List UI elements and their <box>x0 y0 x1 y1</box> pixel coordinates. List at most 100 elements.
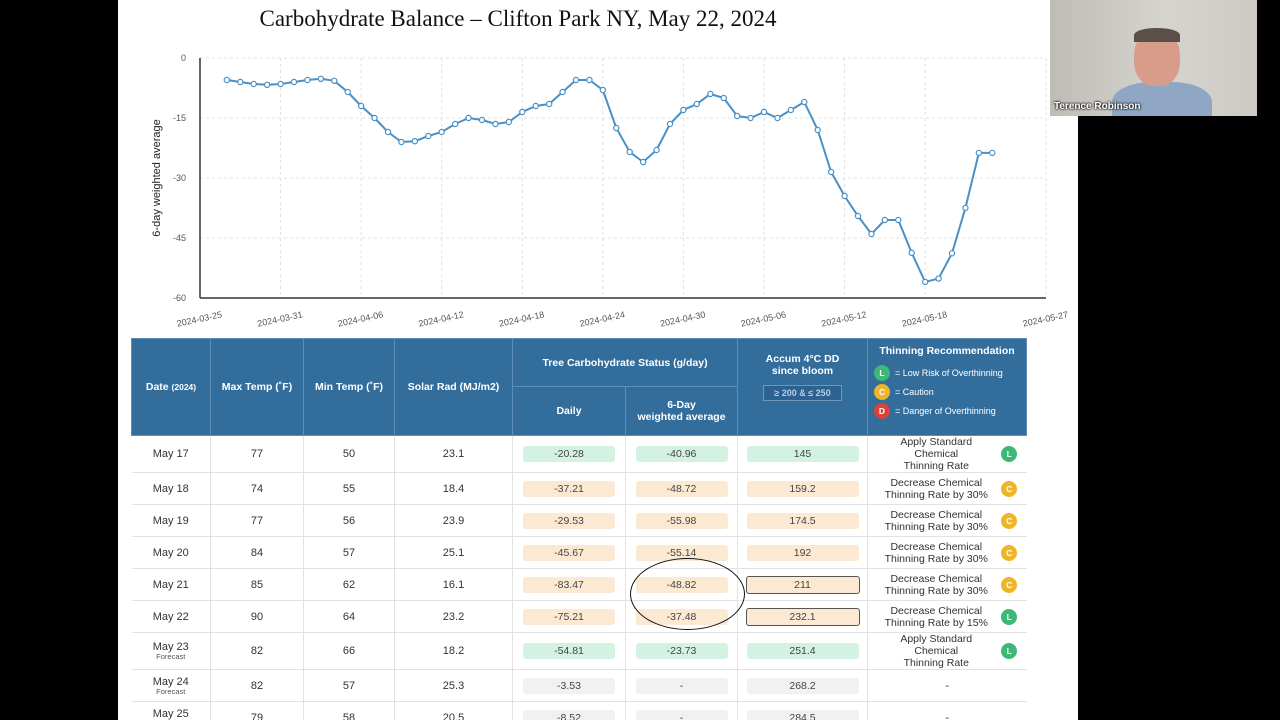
data-point <box>519 108 526 116</box>
data-point <box>586 76 593 84</box>
cell-solar-rad: 18.2 <box>394 632 513 670</box>
y-tick-label: 0 <box>181 53 186 63</box>
data-point <box>720 94 727 102</box>
data-point <box>666 120 674 128</box>
weighted-average-value: -55.98 <box>635 512 728 529</box>
cell-max-temp: 84 <box>210 536 304 569</box>
cell-recommendation: Decrease Chemical Thinning Rate by 30% C <box>867 504 1027 537</box>
slide-title: Carbohydrate Balance – Clifton Park NY, … <box>259 6 777 31</box>
data-point <box>962 204 969 212</box>
data-point <box>411 137 419 145</box>
cell-date: May 21 <box>131 568 211 601</box>
header-max-temp: Max Temp (˚F) <box>210 338 304 436</box>
data-point <box>989 149 996 157</box>
cell-daily: -83.47 <box>512 568 626 601</box>
legend-item: D = Danger of Overthinning <box>874 403 1026 419</box>
data-point <box>921 278 929 286</box>
risk-badge-icon: C <box>1001 576 1018 593</box>
cell-daily: -29.53 <box>512 504 626 537</box>
weighted-average-value: -55.14 <box>635 544 728 561</box>
table-row: May 23 Forecast 82 66 18.2 -54.81 -23.73 251.4 A… <box>131 632 1027 670</box>
speaker-body <box>1112 82 1212 116</box>
video-thumbnail[interactable]: Terence Robinson <box>1050 0 1257 116</box>
header-date: Date (2024) <box>131 338 211 436</box>
accum-dd-value: 211 <box>745 575 860 594</box>
cell-accum-dd: 192 <box>737 536 868 569</box>
cell-accum-dd: 174.5 <box>737 504 868 537</box>
data-point <box>465 114 472 122</box>
data-point <box>478 116 486 124</box>
cell-daily: -3.53 <box>512 669 626 702</box>
table-row: May 22 90 64 23.2 -75.21 -37.48 232.1 Decrease … <box>131 600 1027 633</box>
cell-solar-rad: 16.1 <box>394 568 513 601</box>
cell-date: May 23 Forecast <box>131 632 211 670</box>
table-row: May 25Forecast795820.5-8.52-284.5- <box>131 701 1027 720</box>
cell-solar-rad: 23.9 <box>394 504 513 537</box>
weighted-average-value: -48.82 <box>635 576 728 593</box>
data-point <box>801 98 808 106</box>
accum-dd-value: 268.2 <box>746 677 859 694</box>
line-chart: 0 -15 -30 -45 -60 2024-03-25 2024-03-31 2024-04… <box>138 45 1078 335</box>
cell-daily: -75.21 <box>512 600 626 633</box>
accum-dd-value: 159.2 <box>746 480 859 497</box>
data-point <box>868 230 875 238</box>
data-point <box>653 146 660 154</box>
risk-badge-icon: C <box>1001 544 1018 561</box>
cell-recommendation: - <box>867 701 1027 720</box>
cell-min-temp: 57 <box>303 669 395 702</box>
data-point <box>505 118 513 126</box>
daily-value: -37.21 <box>523 480 615 497</box>
header-thinning: Thinning Recommendation L = Low Risk of O… <box>867 338 1027 436</box>
risk-badge-icon: C <box>1001 512 1018 529</box>
header-tree-status: Tree Carbohydrate Status (g/day) <box>512 338 738 387</box>
cell-min-temp: 66 <box>303 632 395 670</box>
data-point <box>572 76 580 84</box>
weighted-average-value: -37.48 <box>635 608 728 625</box>
daily-value: -8.52 <box>523 709 615 720</box>
participant-name: Terence Robinson <box>1054 101 1141 112</box>
daily-value: -29.53 <box>523 512 615 529</box>
accum-dd-value: 284.5 <box>746 709 859 720</box>
data-point <box>975 149 983 157</box>
thinning-legend: L = Low Risk of Overthinning C = Caution D = … <box>868 365 1026 419</box>
x-tick-label: 2024-03-25 <box>176 309 223 328</box>
data-point <box>371 114 378 122</box>
cell-min-temp: 56 <box>303 504 395 537</box>
table-row: May 18 74 55 18.4 -37.21 -48.72 159.2 Decrease … <box>131 472 1027 505</box>
data-point <box>881 216 889 224</box>
y-axis-label: 6-day weighted average <box>151 119 163 236</box>
accum-dd-value: 232.1 <box>745 607 860 626</box>
cell-weighted-average: - <box>625 669 738 702</box>
cell-max-temp: 79 <box>210 701 304 720</box>
cell-recommendation: Decrease Chemical Thinning Rate by 30% C <box>867 568 1027 601</box>
data-point <box>290 78 298 86</box>
accum-dd-value: 145 <box>746 446 859 462</box>
risk-badge-icon: L <box>1001 643 1018 659</box>
cell-max-temp: 90 <box>210 600 304 633</box>
accum-dd-value: 192 <box>746 544 859 561</box>
data-point <box>384 128 392 136</box>
cell-weighted-average: -40.96 <box>625 435 738 473</box>
cell-max-temp: 77 <box>210 435 304 473</box>
x-tick-label: 2024-04-30 <box>659 309 706 328</box>
x-tick-label: 2024-05-12 <box>820 309 867 328</box>
data-point <box>626 148 633 156</box>
x-tick-label: 2024-03-31 <box>256 309 303 328</box>
y-tick-label: -15 <box>173 113 186 123</box>
data-point <box>895 216 902 224</box>
data-point <box>908 249 915 257</box>
cell-max-temp: 74 <box>210 472 304 505</box>
accum-range-box: ≥ 200 & ≤ 250 <box>763 385 842 401</box>
daily-value: -20.28 <box>523 446 615 462</box>
cell-min-temp: 50 <box>303 435 395 473</box>
weighted-average-value: -23.73 <box>635 643 728 659</box>
data-point <box>613 124 620 132</box>
data-point <box>680 106 687 114</box>
table-row: May 17 77 50 23.1 -20.28 -40.96 145 Apply Stand… <box>131 435 1027 473</box>
cell-weighted-average: -48.72 <box>625 472 738 505</box>
legend-item: L = Low Risk of Overthinning <box>874 365 1026 381</box>
cell-weighted-average: - <box>625 701 738 720</box>
cell-accum-dd: 211 <box>737 568 868 601</box>
weighted-average-value: - <box>635 709 728 720</box>
cell-recommendation: Decrease Chemical Thinning Rate by 15% L <box>867 600 1027 633</box>
